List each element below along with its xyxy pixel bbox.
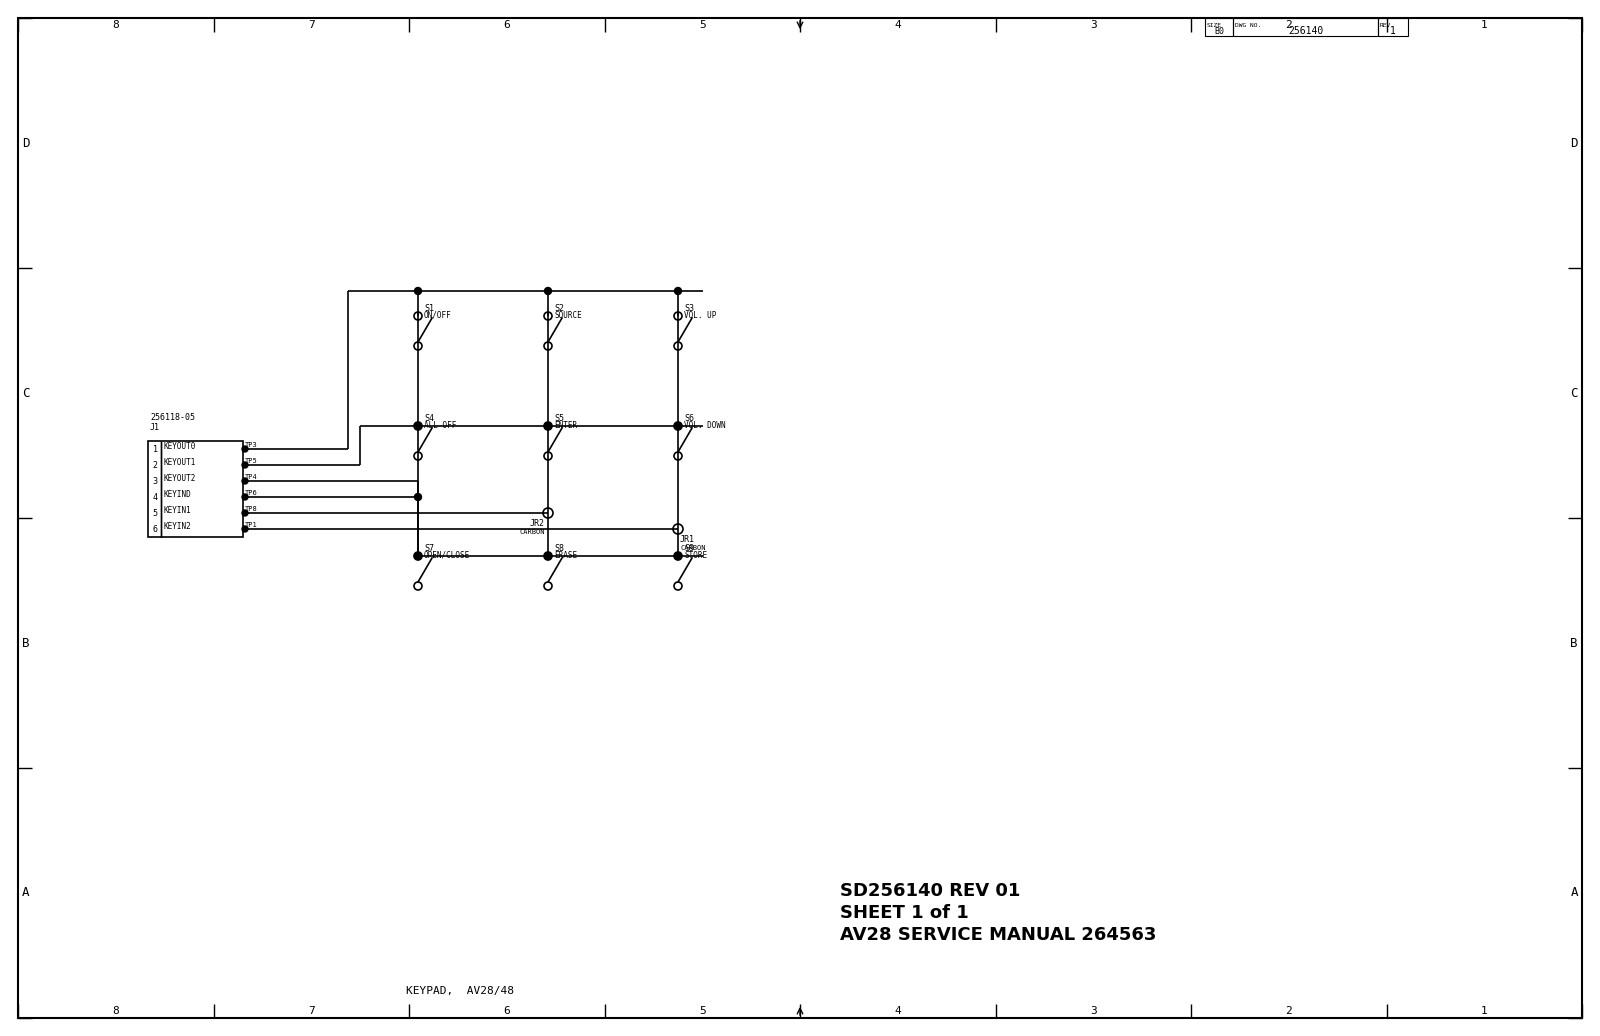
Text: KEYIND: KEYIND [163, 489, 190, 498]
Text: CARBON: CARBON [680, 545, 706, 551]
Text: ON/OFF: ON/OFF [424, 311, 451, 319]
Text: KEYIN1: KEYIN1 [163, 506, 190, 515]
Circle shape [242, 462, 248, 468]
Text: KEYOUT1: KEYOUT1 [163, 458, 195, 466]
Text: S2: S2 [554, 304, 565, 313]
Text: ERASE: ERASE [554, 550, 578, 559]
Circle shape [544, 423, 552, 430]
Text: S8: S8 [554, 544, 565, 552]
Text: 2: 2 [152, 460, 157, 469]
Text: TP5: TP5 [245, 458, 258, 464]
Text: 256118-05: 256118-05 [150, 412, 195, 422]
Text: 6: 6 [504, 20, 510, 30]
Text: STORE: STORE [685, 550, 707, 559]
Text: D: D [22, 137, 29, 149]
Text: SHEET 1 of 1: SHEET 1 of 1 [840, 904, 968, 922]
Text: 2: 2 [1285, 1006, 1293, 1016]
Text: REV: REV [1379, 23, 1392, 28]
Text: CARBON: CARBON [520, 529, 546, 535]
Text: A: A [1571, 887, 1578, 899]
Circle shape [242, 494, 248, 500]
Text: 6: 6 [504, 1006, 510, 1016]
Circle shape [242, 447, 248, 452]
Text: S7: S7 [424, 544, 434, 552]
Bar [1378, 18, 1408, 36]
Text: AV28 SERVICE MANUAL 264563: AV28 SERVICE MANUAL 264563 [840, 926, 1157, 944]
Text: VOL. DOWN: VOL. DOWN [685, 421, 726, 430]
Text: B0: B0 [1214, 27, 1224, 35]
Circle shape [242, 478, 248, 484]
Text: 256140: 256140 [1288, 26, 1323, 36]
Text: SD256140 REV 01: SD256140 REV 01 [840, 882, 1021, 900]
Text: TP3: TP3 [245, 442, 258, 448]
Text: S9: S9 [685, 544, 694, 552]
Text: A: A [22, 887, 29, 899]
Text: S1: S1 [424, 304, 434, 313]
Text: TP4: TP4 [245, 474, 258, 480]
Text: TP6: TP6 [245, 490, 258, 496]
Text: KEYIN2: KEYIN2 [163, 521, 190, 530]
Text: S3: S3 [685, 304, 694, 313]
Bar [1205, 18, 1234, 36]
Text: 7: 7 [307, 1006, 315, 1016]
Text: S6: S6 [685, 413, 694, 423]
Text: S5: S5 [554, 413, 565, 423]
Circle shape [414, 423, 421, 430]
Circle shape [544, 288, 552, 294]
Text: 1: 1 [1482, 1006, 1488, 1016]
Circle shape [675, 552, 682, 559]
Text: 1: 1 [1482, 20, 1488, 30]
Text: J1: J1 [150, 423, 160, 432]
Text: B: B [1571, 636, 1578, 650]
Text: 3: 3 [1090, 1006, 1096, 1016]
Text: 4: 4 [152, 492, 157, 501]
Circle shape [675, 288, 682, 294]
Circle shape [242, 526, 248, 533]
Bar [1234, 18, 1378, 36]
Text: 2: 2 [1285, 20, 1293, 30]
Text: KEYOUT0: KEYOUT0 [163, 441, 195, 451]
Text: SOURCE: SOURCE [554, 311, 582, 319]
Text: ENTER: ENTER [554, 421, 578, 430]
Text: OPEN/CLOSE: OPEN/CLOSE [424, 550, 470, 559]
Text: VOL. UP: VOL. UP [685, 311, 717, 319]
Text: 1: 1 [152, 444, 157, 454]
Text: KEYPAD,  AV28/48: KEYPAD, AV28/48 [406, 986, 514, 996]
Circle shape [414, 288, 421, 294]
Text: 1: 1 [1390, 26, 1395, 36]
Text: 3: 3 [152, 477, 157, 486]
Text: SIZE: SIZE [1206, 23, 1222, 28]
Text: 4: 4 [894, 1006, 901, 1016]
Text: 8: 8 [112, 20, 118, 30]
Text: 5: 5 [699, 1006, 706, 1016]
Text: 5: 5 [699, 20, 706, 30]
Circle shape [242, 510, 248, 516]
Text: S4: S4 [424, 413, 434, 423]
Text: 7: 7 [307, 20, 315, 30]
Circle shape [414, 552, 421, 559]
Text: JR1: JR1 [680, 535, 694, 544]
Text: DWG NO.: DWG NO. [1235, 23, 1261, 28]
Bar [149, 441, 243, 537]
Text: 4: 4 [894, 20, 901, 30]
Text: 5: 5 [152, 509, 157, 518]
Circle shape [414, 493, 421, 500]
Text: JR2: JR2 [530, 518, 546, 527]
Text: TP8: TP8 [245, 506, 258, 512]
Text: 8: 8 [112, 1006, 118, 1016]
Text: ALL OFF: ALL OFF [424, 421, 456, 430]
Circle shape [544, 552, 552, 559]
Text: B: B [22, 636, 29, 650]
Text: KEYOUT2: KEYOUT2 [163, 473, 195, 483]
Text: C: C [22, 386, 29, 400]
Text: TP1: TP1 [245, 522, 258, 528]
Circle shape [675, 423, 682, 430]
Text: 3: 3 [1090, 20, 1096, 30]
Text: C: C [1571, 386, 1578, 400]
Text: D: D [1571, 137, 1578, 149]
Text: 6: 6 [152, 524, 157, 534]
